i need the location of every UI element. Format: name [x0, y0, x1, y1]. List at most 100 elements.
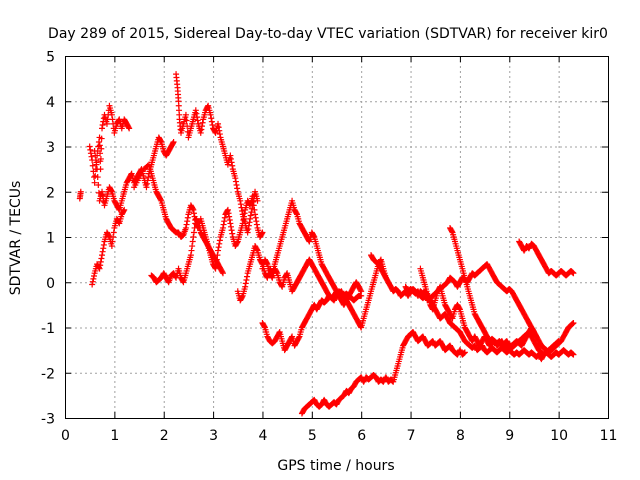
data-point	[91, 148, 98, 155]
x-tick-label: 8	[456, 428, 465, 444]
data-points	[76, 71, 577, 417]
data-point	[229, 230, 236, 237]
x-tick-label: 9	[505, 428, 514, 444]
data-point	[169, 140, 176, 147]
data-point	[103, 120, 110, 127]
data-point	[248, 205, 255, 212]
data-point	[254, 197, 261, 204]
data-point	[184, 218, 191, 225]
data-point	[245, 222, 252, 229]
data-point	[89, 278, 96, 285]
data-point	[226, 213, 233, 220]
data-point	[183, 117, 190, 124]
data-point	[192, 107, 199, 114]
data-point	[215, 120, 222, 127]
data-point	[128, 171, 135, 178]
data-point	[243, 276, 250, 283]
data-point	[239, 207, 246, 214]
data-point	[532, 332, 539, 339]
series-pass-f	[173, 71, 261, 236]
y-tick-label: 2	[46, 185, 55, 201]
data-point	[144, 180, 151, 187]
data-point	[105, 232, 112, 239]
x-tick-label: 5	[308, 428, 317, 444]
series-pass-c	[89, 206, 128, 288]
data-point	[110, 229, 117, 236]
data-point	[190, 210, 197, 217]
data-point	[97, 150, 104, 157]
data-point	[143, 184, 150, 191]
data-point	[219, 270, 226, 277]
y-tick-label: -3	[41, 412, 55, 428]
data-point	[229, 162, 236, 169]
y-tick-label: 3	[46, 140, 55, 156]
data-point	[226, 217, 233, 224]
data-point	[108, 111, 115, 118]
y-tick-label: 1	[46, 231, 55, 247]
plot-frame	[65, 56, 609, 419]
data-point	[211, 128, 218, 135]
data-point	[87, 146, 94, 153]
data-point	[98, 145, 105, 152]
data-point	[100, 241, 107, 248]
data-point	[276, 330, 283, 337]
data-point	[170, 138, 177, 145]
data-point	[227, 152, 234, 159]
gridlines	[65, 56, 608, 418]
x-tick-label: 4	[258, 428, 267, 444]
data-point	[357, 287, 364, 294]
data-point	[92, 152, 99, 159]
data-point	[110, 234, 117, 240]
data-point	[244, 273, 251, 280]
y-tick-labels: -3 -2 -1 0 1 2 3 4 5	[41, 50, 55, 428]
y-axis-label: SDTVAR / TECUs	[8, 181, 24, 296]
data-point	[216, 131, 223, 138]
data-point	[244, 229, 251, 236]
data-point	[109, 238, 116, 245]
data-point	[172, 273, 179, 280]
data-point	[99, 125, 106, 132]
data-point	[94, 166, 101, 173]
data-point	[237, 197, 244, 204]
x-tick-label: 3	[209, 428, 218, 444]
data-point	[227, 220, 234, 227]
data-point	[208, 115, 215, 122]
data-point	[242, 280, 249, 287]
data-point	[190, 234, 197, 240]
data-point	[249, 202, 256, 209]
data-point	[288, 334, 295, 341]
data-point	[190, 206, 197, 213]
data-point	[227, 155, 234, 162]
data-point	[94, 174, 101, 181]
data-point	[183, 221, 190, 228]
data-point	[237, 201, 244, 208]
data-point	[96, 265, 103, 272]
data-point	[145, 174, 152, 181]
data-point	[233, 181, 240, 188]
data-point	[242, 283, 249, 290]
data-point	[461, 349, 468, 356]
data-point	[99, 252, 106, 259]
data-point	[219, 224, 226, 231]
data-point	[207, 111, 214, 118]
data-point	[87, 150, 94, 157]
data-point	[89, 162, 96, 169]
data-point	[252, 214, 259, 221]
data-point	[115, 219, 122, 226]
data-point	[194, 117, 201, 124]
data-point	[144, 177, 151, 184]
y-tick-label: -2	[41, 366, 55, 382]
data-point	[182, 111, 189, 118]
x-tick-label: 10	[550, 428, 568, 444]
data-point	[227, 223, 234, 230]
data-point	[239, 293, 246, 300]
data-point	[215, 244, 222, 251]
data-point	[189, 205, 196, 212]
data-point	[247, 215, 254, 222]
data-point	[358, 292, 365, 299]
y-tick-label: 4	[46, 95, 55, 111]
data-point	[187, 252, 194, 259]
data-point	[293, 210, 300, 217]
data-point	[570, 270, 577, 277]
